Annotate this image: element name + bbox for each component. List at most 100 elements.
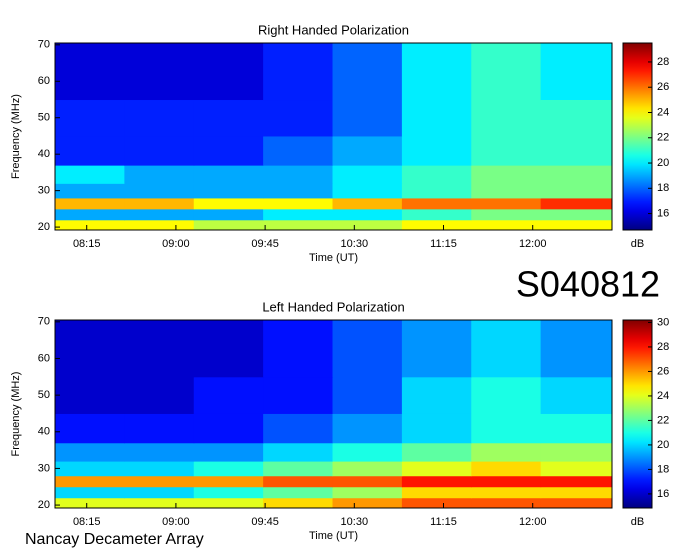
y-tick-label: 50: [38, 112, 50, 124]
colorbar-tick-label: 28: [657, 341, 669, 353]
heatmap-cell: [55, 461, 125, 477]
heatmap-cell: [471, 99, 542, 137]
heatmap-cell: [471, 165, 542, 184]
heatmap-cell: [193, 497, 264, 509]
colorbar-label: dB: [631, 238, 644, 250]
heatmap-cell: [193, 165, 264, 184]
colorbar-tick-label: 18: [657, 182, 669, 194]
heatmap-cell: [193, 99, 264, 137]
heatmap-cell: [263, 475, 334, 488]
heatmap-cell: [540, 461, 613, 477]
heatmap-cell: [540, 320, 613, 378]
heatmap-cell: [540, 183, 613, 199]
heatmap-cell: [124, 208, 195, 221]
heatmap-cell: [332, 497, 403, 509]
heatmap-cell: [124, 219, 195, 231]
colorbar-tick-label: 26: [657, 365, 669, 377]
colorbar-tick-label: 24: [657, 390, 669, 402]
heatmap-cell: [540, 197, 613, 210]
x-axis-label: Time (UT): [309, 252, 358, 264]
heatmap-cell: [263, 413, 334, 444]
heatmap-cell: [540, 376, 613, 414]
heatmap-cell: [263, 461, 334, 477]
heatmap-cell: [263, 219, 334, 231]
heatmap-cell: [124, 461, 195, 477]
heatmap-cell: [401, 219, 472, 231]
heatmap-cell: [471, 475, 542, 488]
heatmap-cell: [55, 486, 125, 499]
y-tick-label: 70: [38, 39, 50, 51]
colorbar-tick-label: 16: [657, 207, 669, 219]
heatmap-cell: [401, 183, 472, 199]
heatmap-cell: [332, 413, 403, 444]
heatmap-cell: [55, 165, 125, 184]
heatmap-cell: [540, 442, 613, 462]
heatmap-cell: [471, 219, 542, 231]
heatmap-cell: [193, 197, 264, 210]
y-axis-label: Frequency (MHz): [10, 94, 22, 179]
heatmap-cell: [471, 135, 542, 166]
x-axis-label: Time (UT): [309, 530, 358, 542]
chart-title: Left Handed Polarization: [262, 299, 404, 314]
x-tick-label: 09:45: [251, 516, 279, 528]
heatmap-cell: [401, 461, 472, 477]
heatmap-cell: [124, 99, 195, 137]
y-tick-label: 40: [38, 426, 50, 438]
heatmap-cell: [540, 99, 613, 137]
y-tick-label: 70: [38, 316, 50, 328]
colorbar-tick-label: 20: [657, 439, 669, 451]
heatmap-cell: [401, 135, 472, 166]
plot-frame: [54, 319, 613, 509]
colorbar-tick-label: 30: [657, 316, 669, 328]
heatmap-cell: [193, 43, 264, 101]
x-tick-label: 09:45: [251, 238, 279, 250]
heatmap-cell: [124, 320, 195, 378]
heatmap-cell: [124, 183, 195, 199]
y-tick-label: 20: [38, 499, 50, 511]
chart-title: Right Handed Polarization: [258, 22, 409, 37]
heatmap-cell: [263, 376, 334, 414]
heatmap-cell: [401, 376, 472, 414]
heatmap-cell: [471, 197, 542, 210]
heatmap-cell: [332, 197, 403, 210]
heatmap-cell: [193, 461, 264, 477]
heatmap-cell: [332, 165, 403, 184]
heatmap-cell: [471, 208, 542, 221]
heatmap-cell: [124, 376, 195, 414]
heatmap-cell: [193, 475, 264, 488]
heatmap-cell: [124, 486, 195, 499]
x-tick-label: 10:30: [341, 238, 369, 250]
colorbar: [622, 319, 653, 509]
heatmap-cell: [263, 135, 334, 166]
heatmap-cell: [55, 208, 125, 221]
heatmap-cell: [193, 486, 264, 499]
heatmap-cell: [332, 208, 403, 221]
x-tick-label: 12:00: [519, 516, 547, 528]
y-tick-label: 50: [38, 389, 50, 401]
heatmap-cell: [540, 208, 613, 221]
heatmap-cell: [401, 486, 472, 499]
colorbar-tick-label: 16: [657, 488, 669, 500]
heatmap-cell: [193, 442, 264, 462]
heatmap-cell: [332, 376, 403, 414]
heatmap-cell: [193, 219, 264, 231]
x-tick-label: 09:00: [162, 238, 190, 250]
heatmap-cell: [471, 413, 542, 444]
heatmap-cell: [55, 413, 125, 444]
heatmap-cell: [540, 497, 613, 509]
heatmap-cell: [55, 376, 125, 414]
heatmap-cell: [124, 135, 195, 166]
heatmap-cell: [471, 320, 542, 378]
heatmap-cell: [55, 183, 125, 199]
heatmap-cell: [471, 461, 542, 477]
footer: Nancay Decameter Array: [25, 531, 204, 548]
heatmap-cell: [401, 99, 472, 137]
colorbar-tick-label: 20: [657, 157, 669, 169]
heatmap-cell: [540, 165, 613, 184]
y-tick-label: 30: [38, 462, 50, 474]
heatmap-cell: [332, 43, 403, 101]
heatmap-cell: [332, 99, 403, 137]
heatmap-cell: [401, 442, 472, 462]
heatmap-cell: [401, 320, 472, 378]
